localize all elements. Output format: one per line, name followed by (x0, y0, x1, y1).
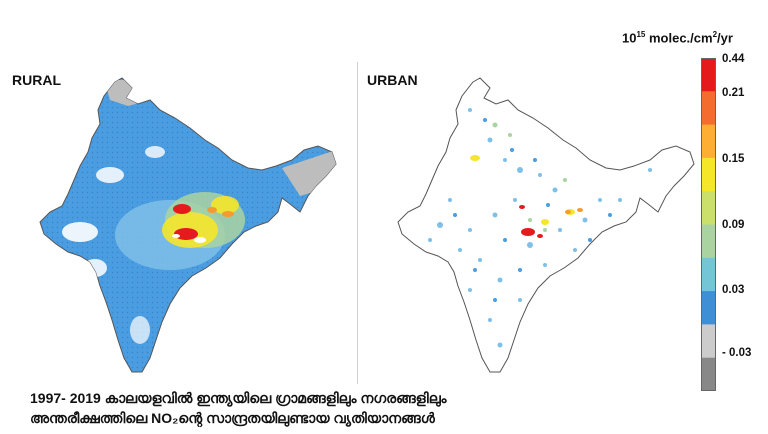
caption-line-1: 1997- 2019 കാലയളവിൽ ഇന്ത്യയിലെ ഗ്രാമങ്ങള… (30, 390, 447, 406)
colorbar-segment (701, 91, 716, 126)
urban-hotspot-2 (521, 228, 535, 236)
colorbar-tick-0.03: 0.03 (722, 284, 745, 296)
colorbar-segment (701, 58, 716, 92)
urban-india-outline (397, 77, 695, 373)
rural-panel-label: RURAL (12, 72, 61, 88)
panel-divider (357, 62, 358, 384)
urban-hotspot-1 (519, 205, 525, 209)
urban-map (397, 77, 695, 373)
colorbar-segment (701, 157, 716, 192)
rural-hotspot-2 (174, 228, 198, 240)
colorbar-segment (701, 357, 716, 392)
colorbar-segment (701, 291, 716, 325)
colorbar-segment (701, 324, 716, 359)
rural-hotspot-1 (173, 204, 191, 214)
colorbar-segment (701, 124, 716, 159)
colorbar-segment (701, 191, 716, 225)
colorbar-segment (701, 224, 716, 259)
caption-line-2: അന്തരീക്ഷത്തിലെ NO₂ന്റെ സാന്ദ്രതയിലുണ്ടാ… (30, 410, 435, 426)
urban-panel-label: URBAN (367, 72, 418, 88)
colorbar-tick-0.21: 0.21 (722, 87, 745, 99)
colorbar-tick-0.44: 0.44 (722, 53, 745, 65)
rural-map (39, 77, 337, 373)
urban-speckles (428, 108, 652, 348)
colorbar-unit-label: 1015 molec./cm2/yr (622, 30, 733, 46)
colorbar-tick-neg-0.03: - 0.03 (722, 347, 752, 359)
colorbar (701, 58, 716, 392)
colorbar-tick-0.09: 0.09 (722, 219, 745, 231)
colorbar-tick-0.15: 0.15 (722, 153, 745, 165)
colorbar-segment (701, 257, 716, 292)
